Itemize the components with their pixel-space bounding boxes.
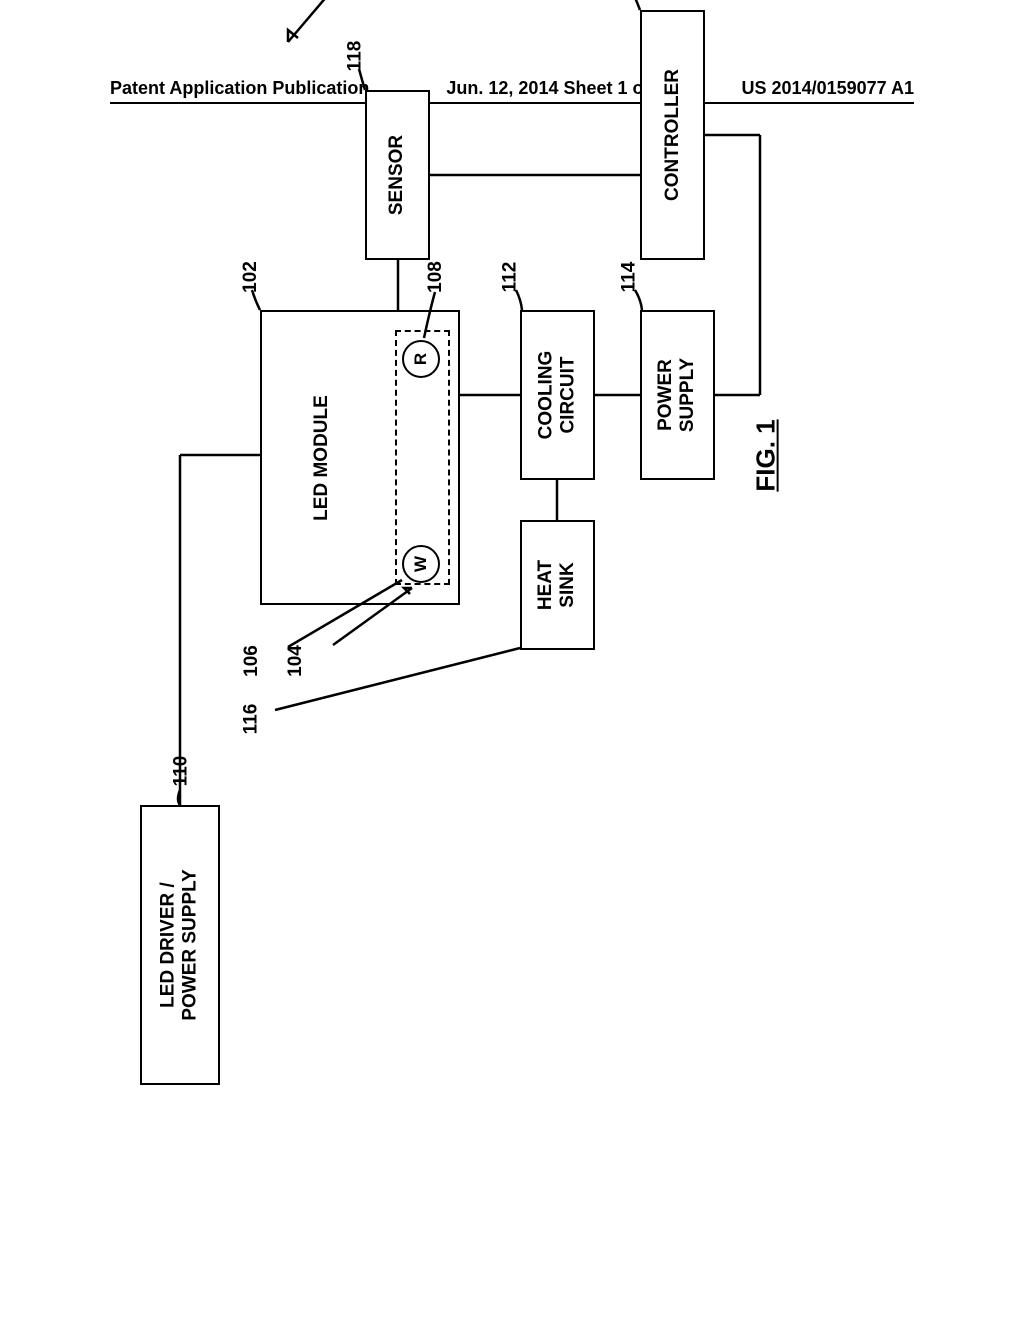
edges — [140, 180, 884, 1140]
page-header: Patent Application Publication Jun. 12, … — [0, 78, 1024, 99]
header-center: Jun. 12, 2014 Sheet 1 of 3 — [446, 78, 664, 99]
figure-label: FIG. 1 — [751, 419, 782, 491]
sensor-ref: 118 — [344, 41, 366, 72]
header-rule — [110, 102, 914, 104]
header-right: US 2014/0159077 A1 — [742, 78, 914, 99]
header-left: Patent Application Publication — [110, 78, 369, 99]
page: Patent Application Publication Jun. 12, … — [0, 0, 1024, 1320]
block-diagram: LED DRIVER /POWER SUPPLY 110 LED MODULE … — [140, 180, 884, 1140]
